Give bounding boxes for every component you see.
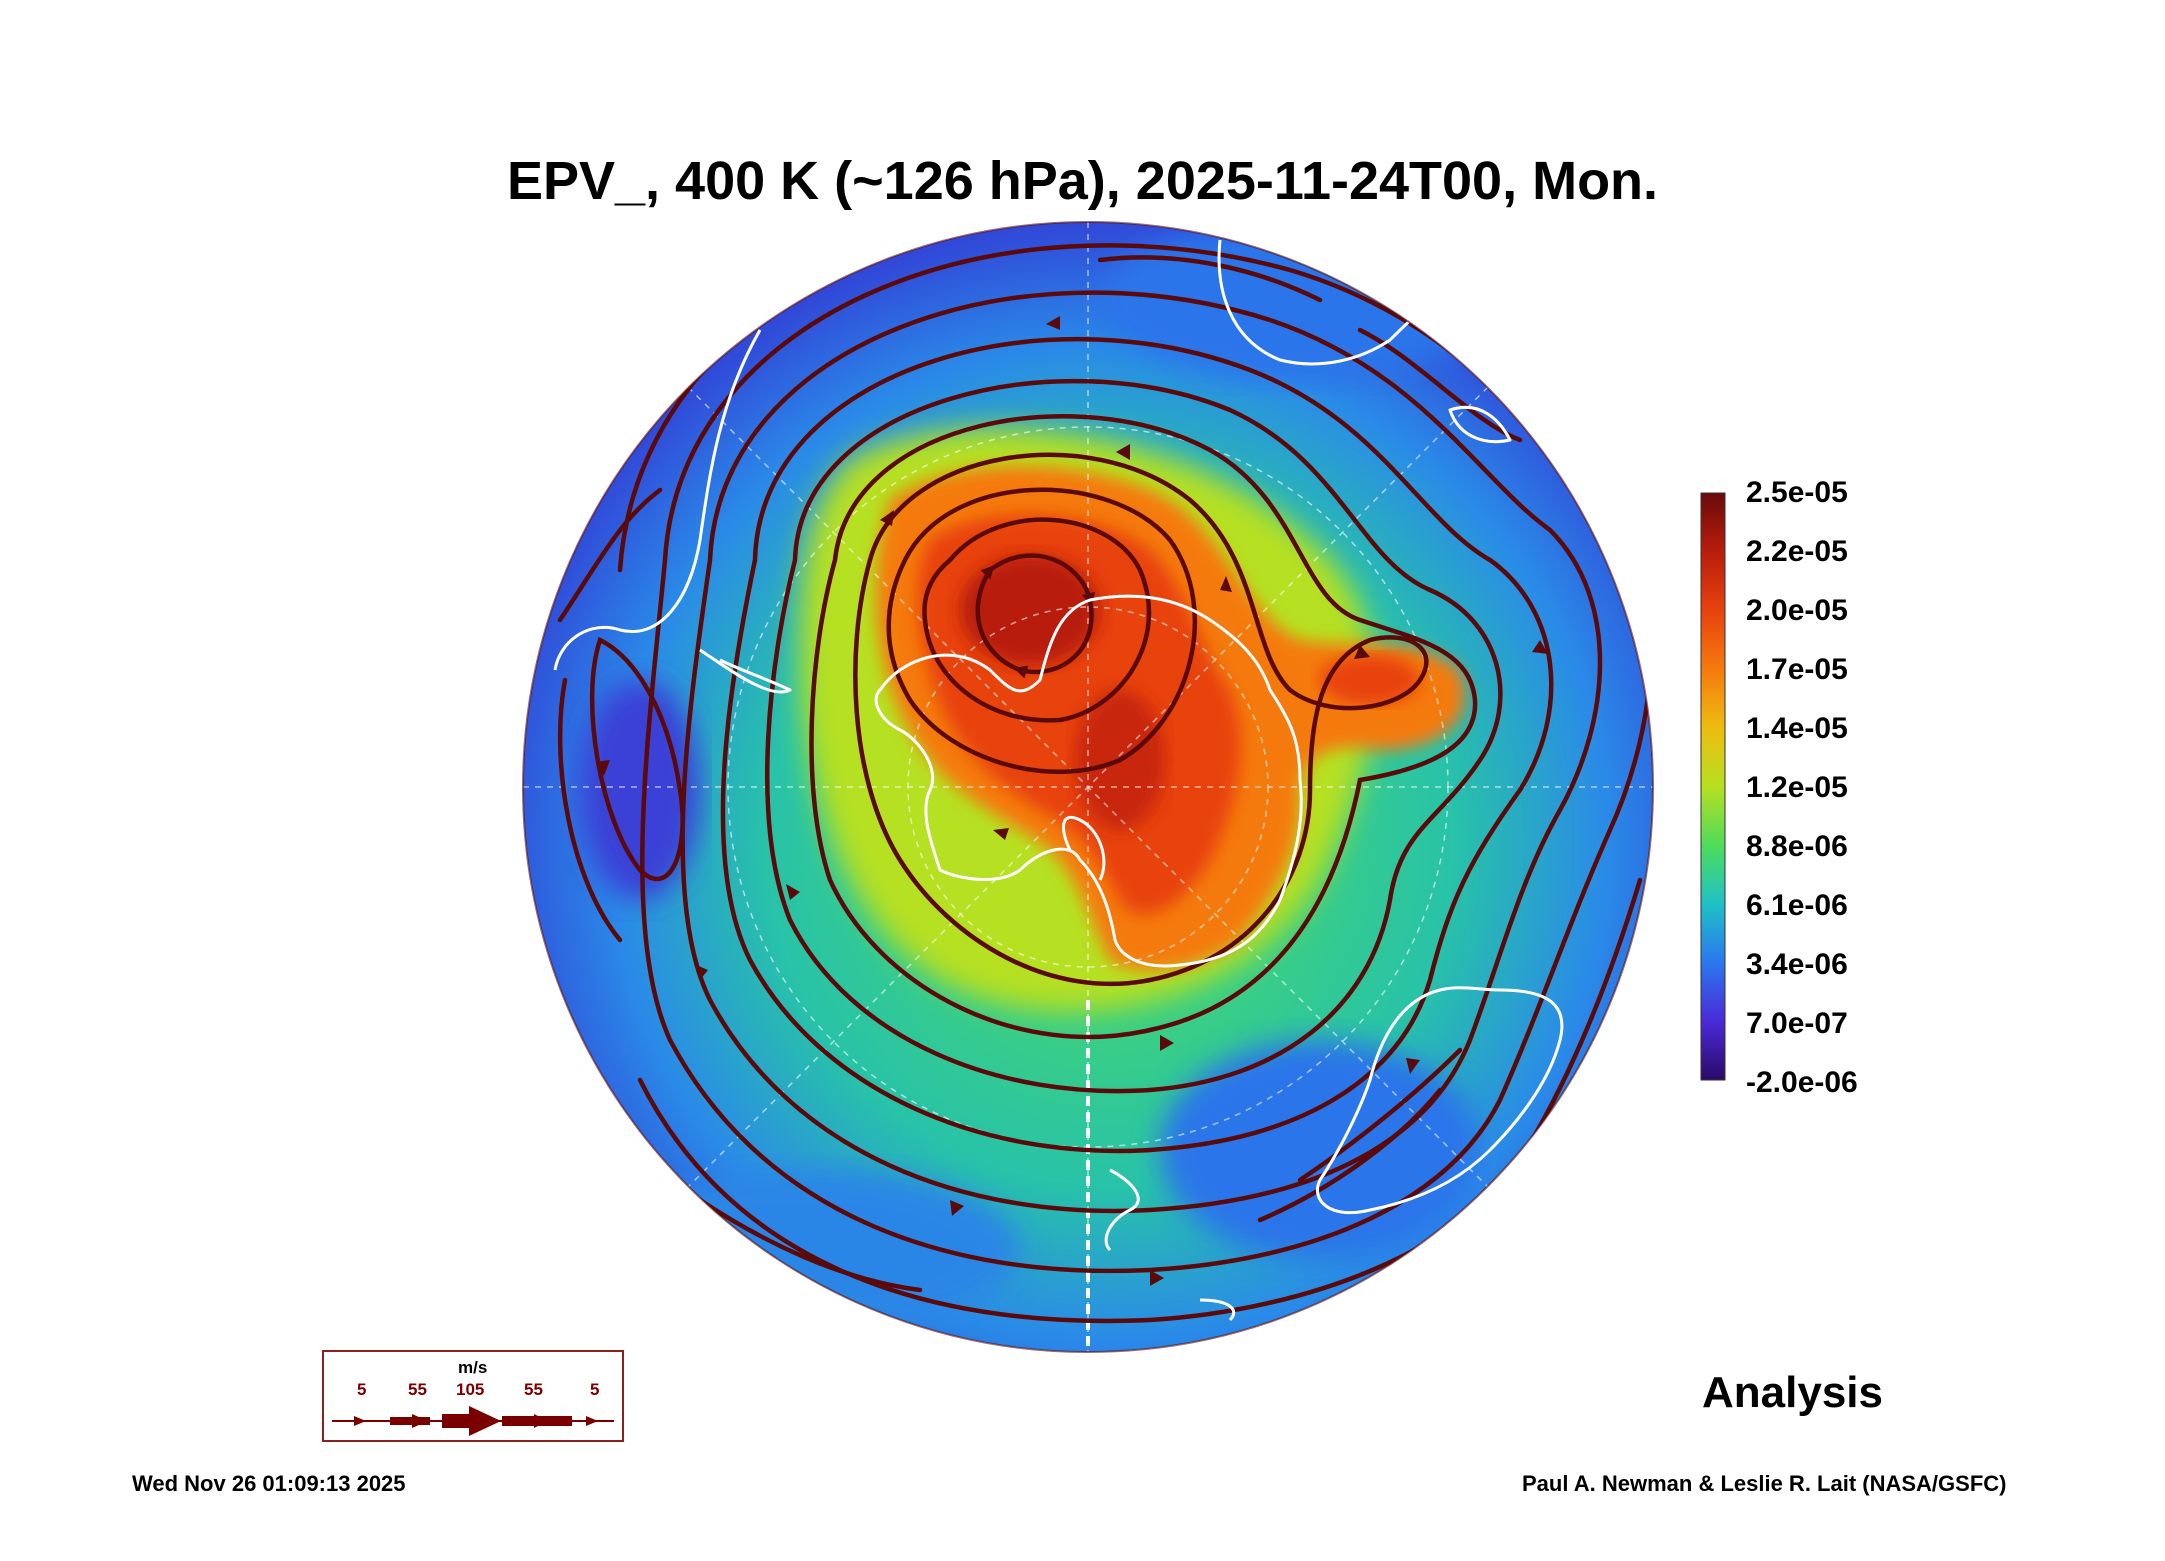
streamlines: [557, 222, 1653, 1324]
generation-timestamp: Wed Nov 26 01:09:13 2025: [132, 1471, 406, 1496]
stream-arrows: [596, 226, 1548, 1286]
colorbar-label: -2.0e-06: [1746, 1066, 1858, 1099]
author-credit: Paul A. Newman & Leslie R. Lait (NASA/GS…: [1522, 1471, 2007, 1496]
map-title: EPV_, 400 K (~126 hPa), 2025-11-24T00, M…: [506, 151, 1659, 211]
analysis-label: Analysis: [1702, 1368, 1883, 1417]
colorbar-label: 1.4e-05: [1746, 712, 1848, 745]
epv-field: [523, 222, 1653, 1352]
colorbar-label: 3.4e-06: [1746, 948, 1848, 981]
colorbar-label: 2.2e-05: [1746, 535, 1848, 568]
colorbar-label: 8.8e-06: [1746, 830, 1848, 863]
colorbar-label: 2.5e-05: [1746, 476, 1848, 509]
colorbar-label: 6.1e-06: [1746, 889, 1848, 922]
wind-speed-label: 5: [590, 1380, 600, 1399]
colorbar: [1700, 492, 1726, 1081]
wind-unit-label: m/s: [458, 1358, 488, 1377]
colorbar-label: 1.2e-05: [1746, 771, 1848, 804]
colorbar-label: 7.0e-07: [1746, 1007, 1848, 1040]
colorbar-label: 2.0e-05: [1746, 594, 1848, 627]
wind-speed-label: 5: [357, 1380, 367, 1399]
wind-speed-label: 55: [408, 1380, 427, 1399]
colorbar-label: 1.7e-05: [1746, 653, 1848, 686]
wind-speed-legend: m/s 5 55 105 55 5: [322, 1350, 624, 1442]
wind-speed-label: 55: [524, 1380, 543, 1399]
wind-arrow-scale: [332, 1406, 614, 1436]
wind-speed-label: 105: [456, 1380, 485, 1399]
